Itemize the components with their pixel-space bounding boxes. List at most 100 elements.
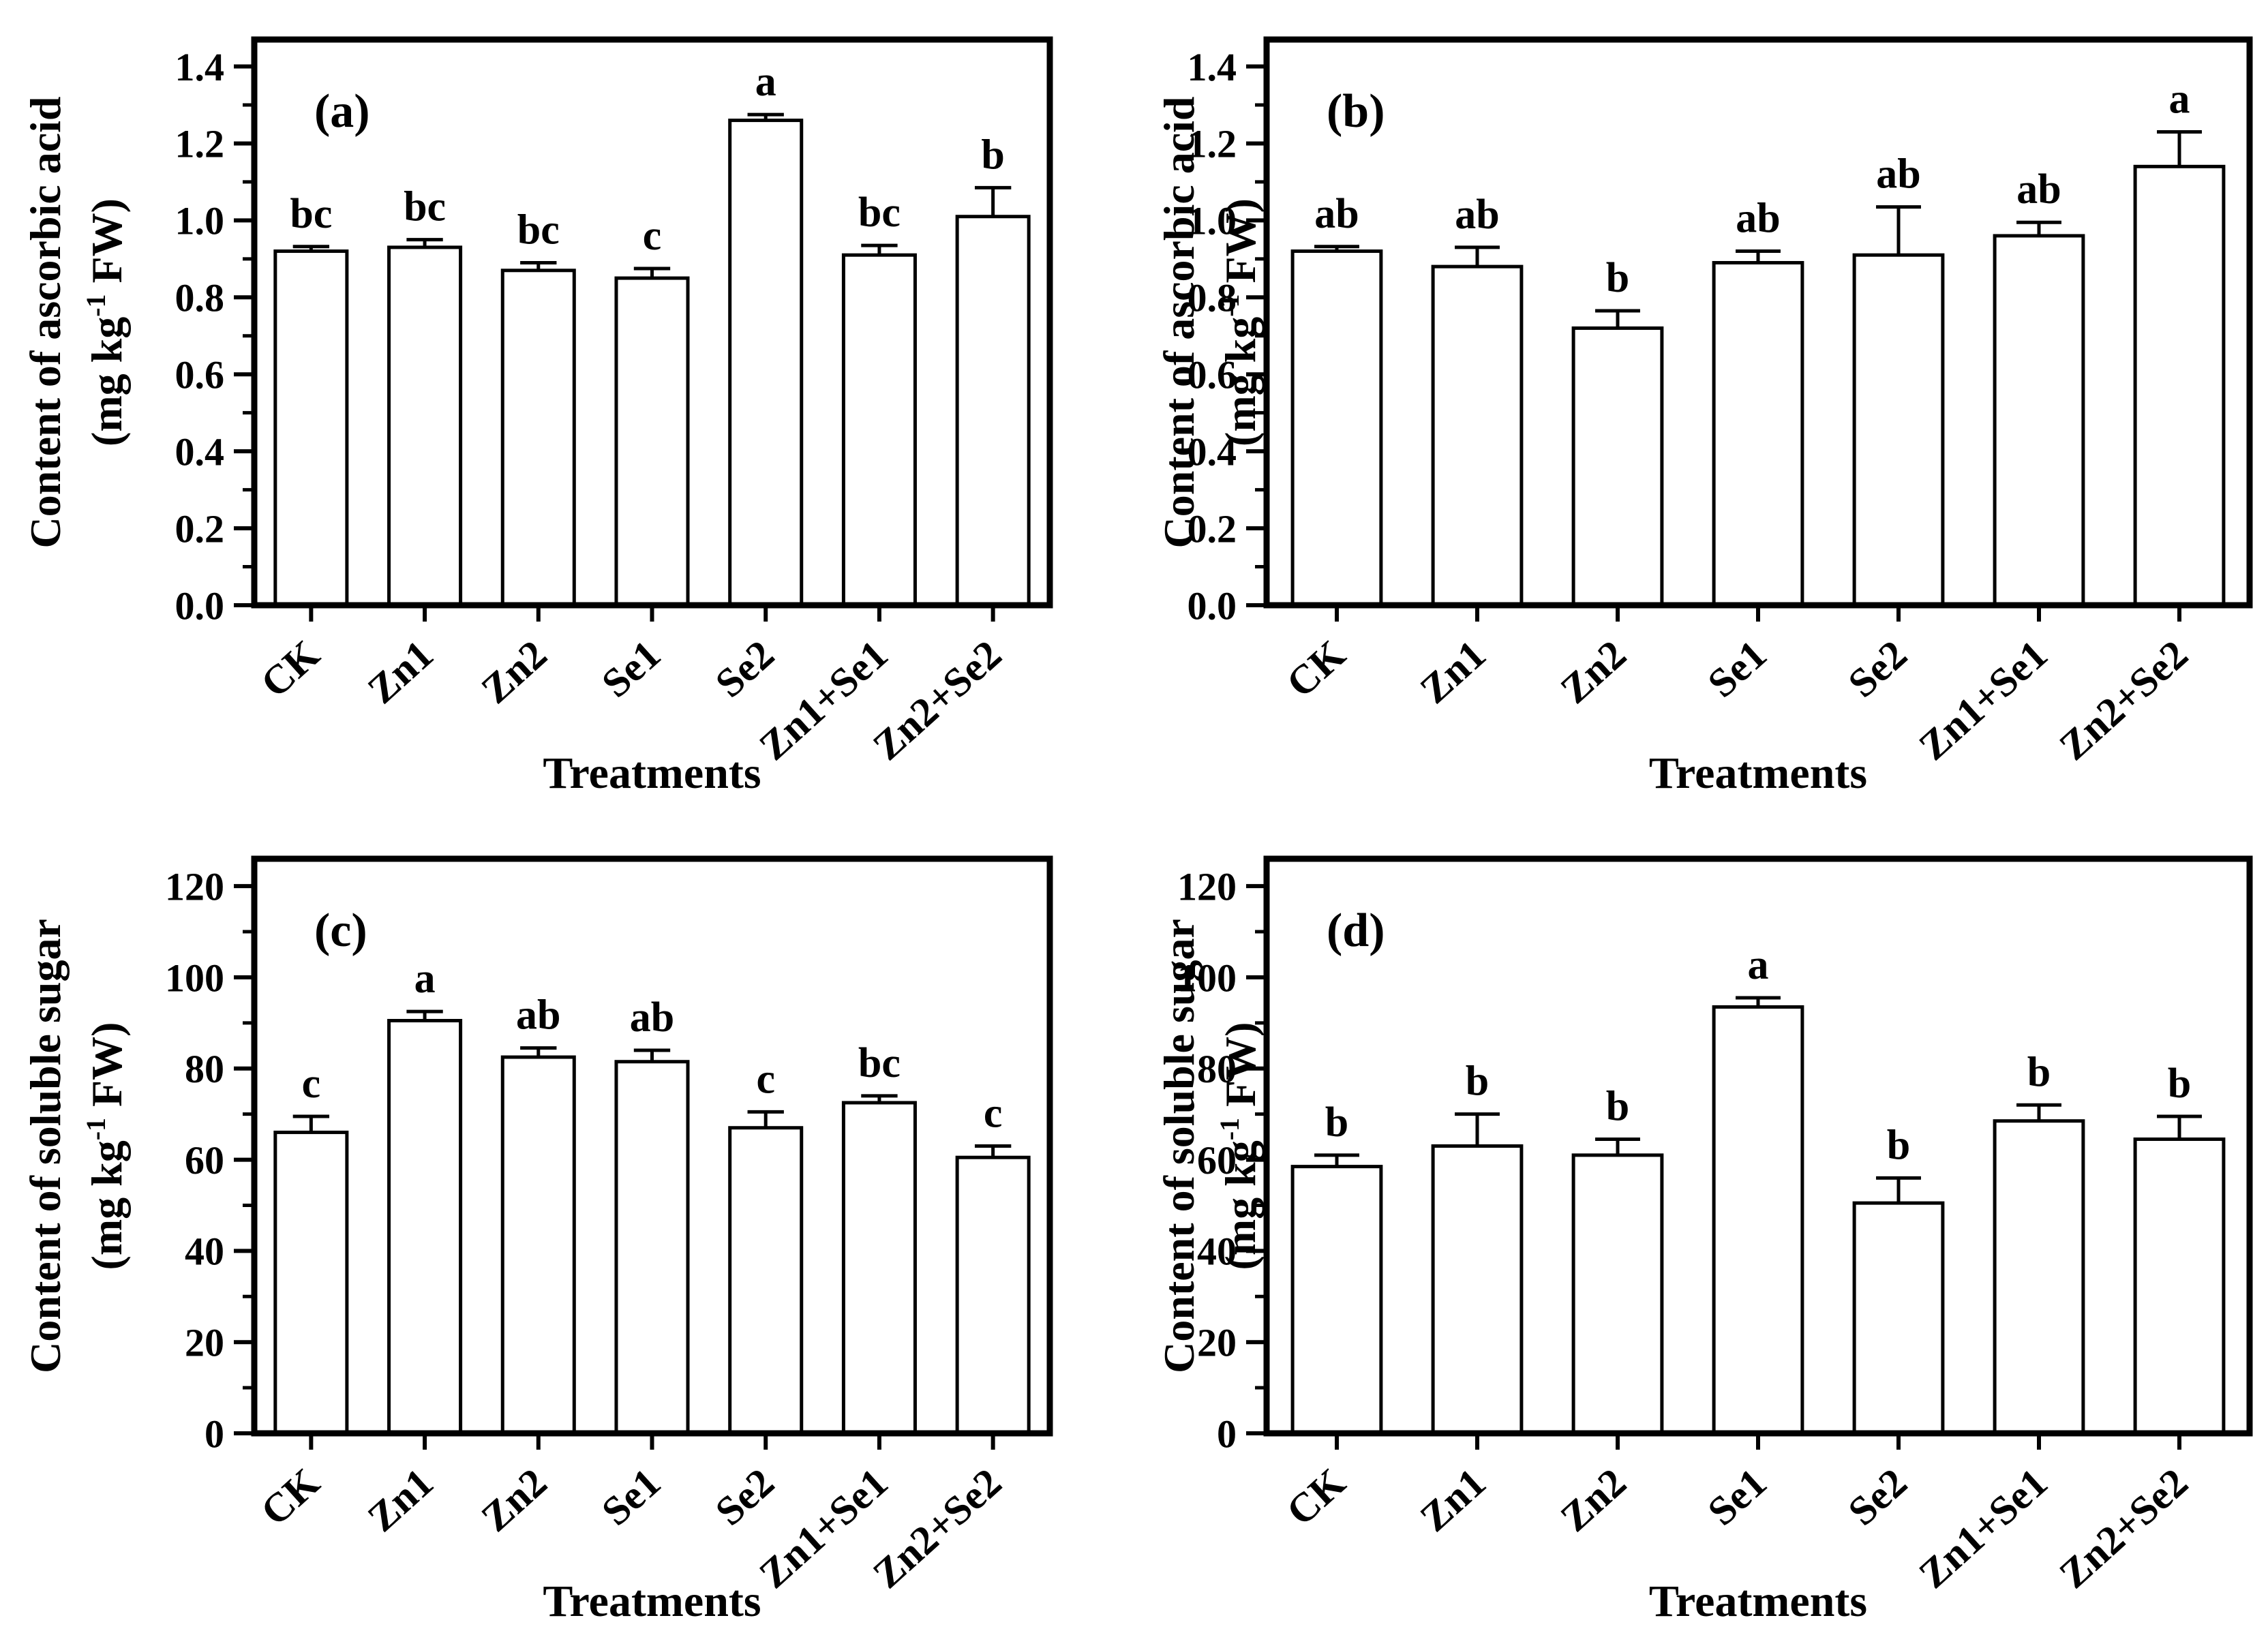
x-tick-label-Zn2+Se2: Zn2+Se2: [2051, 1460, 2196, 1597]
sig-letter-Zn2+Se2: a: [2169, 76, 2190, 123]
sig-letter-Se1: ab: [1736, 196, 1780, 242]
bar-Zn2+Se2: [2133, 1137, 2226, 1435]
sig-letter-CK: c: [302, 1060, 321, 1107]
y-axis-title-line1: Content of soluble sugar: [1155, 919, 1203, 1373]
panel-b: ab CK ab Zn1 b Zn2 ab Se1 ab Se2 ab Zn1+Se1 a Zn2+Se2…: [1134, 0, 2268, 824]
bar-CK: [273, 249, 349, 607]
x-axis-title: Treatments: [543, 1576, 761, 1626]
sig-letter-CK: bc: [290, 191, 332, 237]
y-tick-label-80: 80: [185, 1047, 224, 1091]
y-tick-label-1.4: 1.4: [175, 45, 225, 89]
bar-Zn2+Se2: [2133, 164, 2226, 607]
y-tick-label-20: 20: [1197, 1320, 1237, 1364]
bar-Se1: [1712, 1005, 1804, 1435]
sig-letter-Zn1: bc: [404, 184, 446, 230]
y-tick-label-0.4: 0.4: [175, 429, 225, 474]
x-tick-label-Zn1: Zn1: [1412, 1460, 1494, 1540]
bar-Zn1+Se1: [841, 253, 917, 607]
y-tick-label-0.2: 0.2: [175, 506, 225, 551]
x-tick-label-Se2: Se2: [1840, 632, 1916, 706]
sig-letter-Se2: ab: [1876, 151, 1920, 198]
x-tick-label-CK: CK: [1278, 1459, 1354, 1533]
y-tick-label-1.0: 1.0: [1188, 199, 1237, 243]
bar-Zn2: [500, 269, 576, 607]
y-tick-label-100: 100: [1177, 956, 1237, 1000]
y-tick-label-40: 40: [185, 1230, 224, 1274]
panel-d: b CK b Zn1 b Zn2 a Se1 b Se2 b Zn1+Se1 b Zn2+Se2 0 20 40…: [1134, 824, 2268, 1648]
y-tick-label-0.2: 0.2: [1188, 506, 1237, 551]
y-axis-title-line2: (mg kg-1 FW): [80, 198, 131, 446]
x-tick-label-Zn1+Se1: Zn1+Se1: [751, 1460, 896, 1597]
x-axis-title: Treatments: [543, 748, 761, 798]
y-tick-label-120: 120: [1177, 864, 1237, 909]
bar-Zn2+Se2: [955, 1155, 1031, 1435]
x-tick-label-Zn1+Se1: Zn1+Se1: [1910, 1460, 2055, 1597]
panel-letter: (b): [1327, 85, 1385, 138]
y-tick-label-0.0: 0.0: [175, 583, 225, 628]
bar-Zn1: [1431, 1144, 1524, 1435]
y-tick-label-0.6: 0.6: [175, 353, 225, 397]
y-tick-label-0.6: 0.6: [1188, 353, 1237, 397]
sig-letter-Zn1: b: [1466, 1058, 1489, 1105]
y-tick-label-40: 40: [1197, 1230, 1237, 1274]
bar-Zn1+Se1: [841, 1101, 917, 1435]
sig-letter-Zn2+Se2: c: [984, 1090, 1003, 1137]
plot-box: [251, 855, 1053, 1437]
plot-box: [251, 36, 1053, 609]
x-tick-label-Se2: Se2: [1840, 1460, 1916, 1534]
sig-letter-Zn2: ab: [516, 992, 560, 1039]
sig-letter-Se1: c: [643, 213, 662, 259]
bar-Se2: [1852, 253, 1945, 607]
x-tick-label-Zn2+Se2: Zn2+Se2: [864, 1460, 1010, 1597]
x-tick-label-Se1: Se1: [1699, 632, 1775, 706]
panel-letter: (c): [314, 904, 367, 957]
chart-b: ab CK ab Zn1 b Zn2 ab Se1 ab Se2 ab Zn1+Se1 a Zn2+Se2…: [1155, 36, 2253, 798]
plot-box: [1263, 36, 2253, 609]
x-tick-label-Zn2: Zn2: [1552, 1460, 1635, 1540]
y-tick-label-0: 0: [1217, 1412, 1237, 1456]
x-tick-label-Se1: Se1: [1699, 1460, 1775, 1534]
sig-letter-Zn1: ab: [1455, 192, 1499, 238]
bar-Zn2: [500, 1055, 576, 1435]
y-tick-label-0.8: 0.8: [1188, 276, 1237, 320]
panel-letter: (a): [314, 85, 370, 138]
sig-letter-Zn2+Se2: b: [981, 132, 1004, 178]
sig-letter-Se2: a: [755, 59, 776, 105]
y-axis-title-line1: Content of ascorbic acid: [1155, 96, 1203, 548]
bar-Zn1: [1431, 264, 1524, 607]
y-tick-label-1.2: 1.2: [175, 122, 225, 166]
y-tick-label-60: 60: [1197, 1138, 1237, 1182]
sig-letter-Zn1+Se1: b: [2027, 1049, 2051, 1095]
x-tick-label-Zn1: Zn1: [1412, 632, 1494, 712]
sig-letter-Zn1+Se1: bc: [858, 189, 901, 236]
sig-letter-Zn2: b: [1606, 255, 1629, 301]
x-tick-label-Zn1+Se1: Zn1+Se1: [751, 632, 896, 769]
bar-Zn1+Se1: [1993, 234, 2085, 607]
x-tick-label-Zn2: Zn2: [472, 1460, 555, 1540]
y-axis-title-line2: (mg kg-1 FW): [1214, 1022, 1265, 1270]
bar-Zn1: [387, 245, 463, 607]
sig-letter-Zn1: a: [414, 956, 436, 1002]
sig-letter-Se1: a: [1748, 942, 1769, 988]
y-tick-label-0.4: 0.4: [1188, 429, 1237, 474]
y-tick-label-80: 80: [1197, 1047, 1237, 1091]
bar-Zn2+Se2: [955, 215, 1031, 607]
x-tick-label-Zn2: Zn2: [472, 632, 555, 712]
x-tick-label-Se1: Se1: [593, 1460, 669, 1534]
sig-letter-Se1: ab: [630, 994, 674, 1041]
y-tick-label-60: 60: [185, 1138, 224, 1182]
y-tick-label-0.0: 0.0: [1188, 583, 1237, 628]
y-tick-label-0.8: 0.8: [175, 276, 225, 320]
sig-letter-Zn2+Se2: b: [2168, 1060, 2191, 1107]
panel-c: c CK a Zn1 ab Zn2 ab Se1 c Se2 bc Zn1+Se1 c Zn2+Se2 0 2…: [0, 824, 1134, 1648]
y-tick-label-1.2: 1.2: [1188, 122, 1237, 166]
x-tick-label-Zn1: Zn1: [359, 1460, 442, 1540]
panel-letter: (d): [1327, 904, 1385, 957]
chart-c: c CK a Zn1 ab Zn2 ab Se1 c Se2 bc Zn1+Se1 c Zn2+Se2 0 2…: [21, 855, 1053, 1626]
sig-letter-Zn1+Se1: ab: [2016, 166, 2061, 213]
y-axis-title-line1: Content of ascorbic acid: [21, 96, 70, 548]
y-tick-label-20: 20: [185, 1320, 224, 1364]
bar-Zn1: [387, 1019, 463, 1435]
